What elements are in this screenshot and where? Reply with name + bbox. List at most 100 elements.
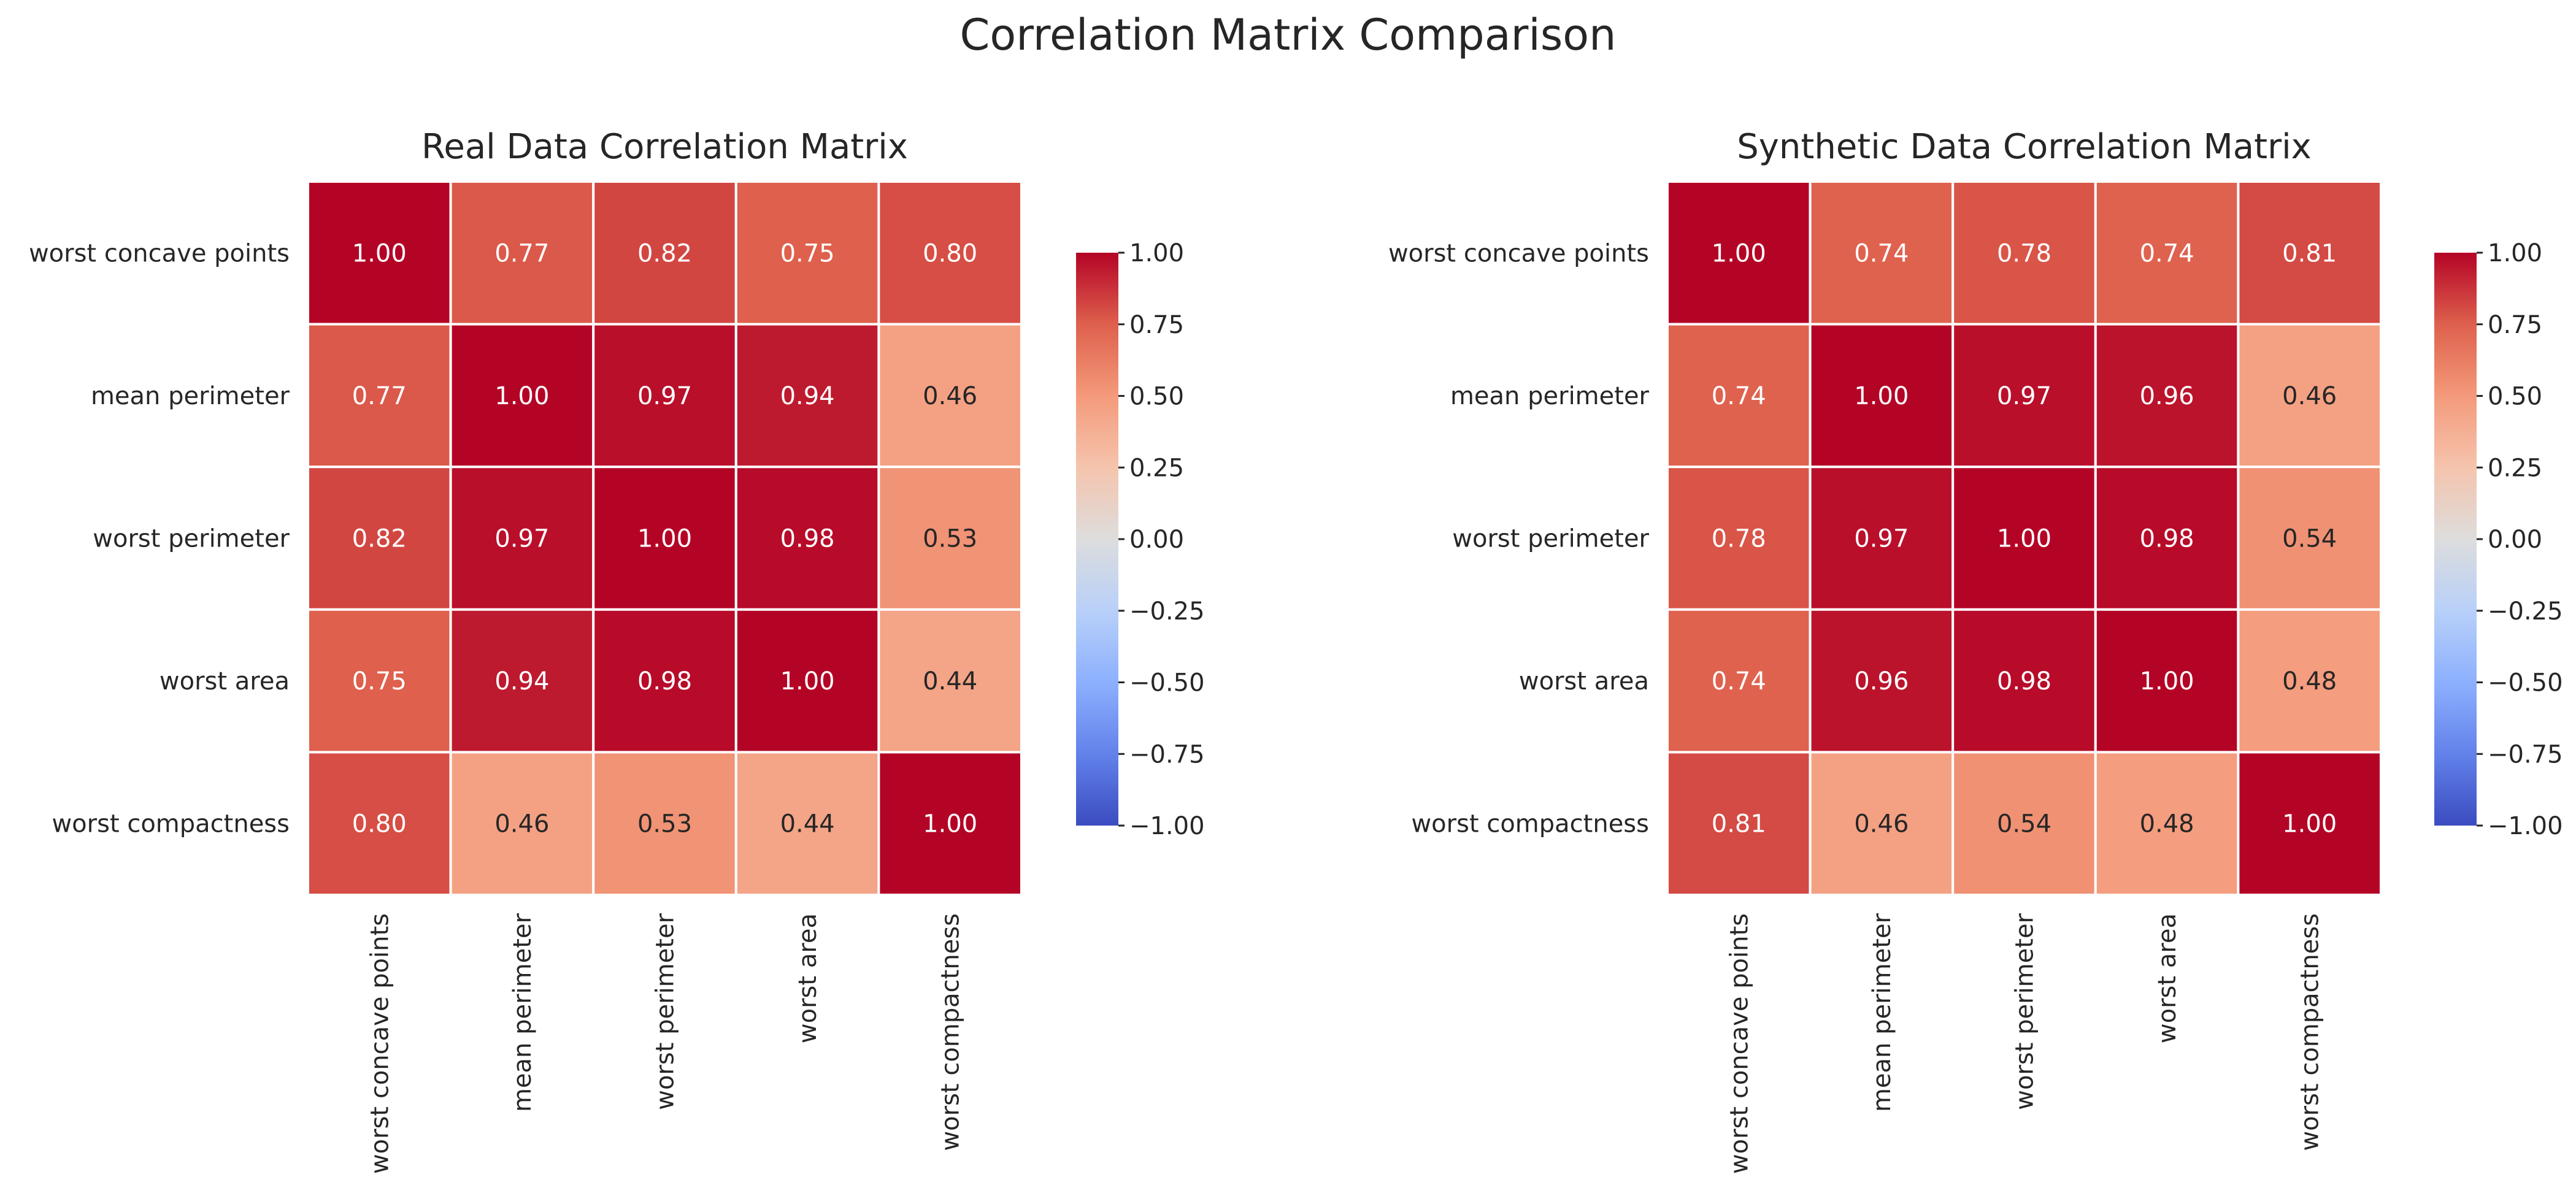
synthetic-colorbar-tick-label: −0.75 bbox=[2488, 740, 2563, 769]
synthetic-cell-value: 0.96 bbox=[2140, 382, 2194, 410]
synthetic-heatmap-cell bbox=[1951, 466, 2097, 611]
real-colorbar-tick-label: −0.25 bbox=[1129, 597, 1205, 626]
real-cell-value: 0.77 bbox=[494, 239, 549, 267]
synthetic-colorbar-tick-label: −0.50 bbox=[2488, 669, 2563, 697]
synthetic-heatmap-cell bbox=[2237, 608, 2382, 754]
synthetic-cell-value: 0.46 bbox=[1854, 810, 1909, 838]
real-colorbar-tick-label: −0.75 bbox=[1129, 740, 1205, 769]
synthetic-cell-value: 0.74 bbox=[1712, 382, 1766, 410]
synthetic-heatmap-cell bbox=[1666, 751, 1812, 897]
synthetic-cell-value: 0.54 bbox=[1997, 810, 2051, 838]
synthetic-row-label: worst compactness bbox=[1411, 810, 1649, 838]
synthetic-colorbar-tick-label: 0.75 bbox=[2488, 311, 2542, 339]
synthetic-heatmap-cell bbox=[2237, 751, 2382, 897]
synthetic-cell-value: 1.00 bbox=[1712, 239, 1766, 267]
synthetic-colorbar-tick-label: −0.25 bbox=[2488, 597, 2563, 626]
real-heatmap-cell bbox=[307, 751, 452, 897]
synthetic-cell-value: 0.74 bbox=[2140, 239, 2194, 267]
real-cell-value: 0.53 bbox=[923, 525, 977, 553]
real-heatmap-cell bbox=[449, 466, 595, 611]
synthetic-colorbar-tick-label: −1.00 bbox=[2488, 812, 2563, 840]
synthetic-cell-value: 0.74 bbox=[1712, 667, 1766, 696]
real-col-label: worst concave points bbox=[366, 913, 394, 1174]
real-colorbar-tick-label: 1.00 bbox=[1129, 239, 1184, 267]
synthetic-heatmap-title: Synthetic Data Correlation Matrix bbox=[1737, 127, 2312, 167]
synthetic-heatmap-cell bbox=[1666, 466, 1812, 611]
real-cell-value: 0.80 bbox=[352, 810, 407, 838]
synthetic-col-label: worst compactness bbox=[2296, 913, 2324, 1151]
synthetic-cell-value: 0.98 bbox=[2140, 525, 2194, 553]
synthetic-colorbar-tick-label: 1.00 bbox=[2488, 239, 2542, 267]
synthetic-cell-value: 0.48 bbox=[2282, 667, 2337, 696]
real-row-label: worst perimeter bbox=[93, 525, 290, 553]
real-row-label: worst area bbox=[160, 667, 290, 696]
real-heatmap-cell bbox=[307, 180, 452, 326]
real-cell-value: 0.97 bbox=[637, 382, 692, 410]
real-cell-value: 1.00 bbox=[923, 810, 977, 838]
real-heatmap-cell bbox=[877, 466, 1023, 611]
synthetic-cell-value: 0.97 bbox=[1854, 525, 1909, 553]
real-heatmap-cell bbox=[307, 608, 452, 754]
synthetic-heatmap-cell bbox=[2094, 180, 2240, 326]
real-row-label: worst compactness bbox=[52, 810, 290, 838]
synthetic-cell-value: 0.46 bbox=[2282, 382, 2337, 410]
synthetic-cell-value: 0.74 bbox=[1854, 239, 1909, 267]
synthetic-colorbar-tick-label: 0.00 bbox=[2488, 526, 2542, 554]
synthetic-row-label: worst area bbox=[1519, 667, 1649, 696]
real-col-label: worst area bbox=[794, 913, 822, 1043]
real-colorbar bbox=[1076, 253, 1118, 826]
real-cell-value: 0.82 bbox=[352, 525, 407, 553]
real-heatmap-cell bbox=[877, 751, 1023, 897]
real-colorbar-tick-label: 0.25 bbox=[1129, 454, 1184, 482]
real-cell-value: 0.46 bbox=[494, 810, 549, 838]
real-row-label: worst concave points bbox=[29, 239, 290, 267]
synthetic-heatmap-cell bbox=[1809, 323, 1955, 469]
synthetic-heatmap-cell bbox=[1666, 180, 1812, 326]
real-heatmap-cell bbox=[592, 751, 737, 897]
real-cell-value: 1.00 bbox=[637, 525, 692, 553]
synthetic-cell-value: 0.81 bbox=[2282, 239, 2337, 267]
synthetic-row-label: worst perimeter bbox=[1452, 525, 1649, 553]
figure-suptitle: Correlation Matrix Comparison bbox=[959, 10, 1617, 60]
real-heatmap-cell bbox=[592, 466, 737, 611]
real-heatmap-cell bbox=[449, 751, 595, 897]
real-colorbar-tick-label: −0.50 bbox=[1129, 669, 1205, 697]
real-col-label: worst compactness bbox=[937, 913, 965, 1151]
real-heatmap-cell bbox=[734, 466, 880, 611]
real-row-label: mean perimeter bbox=[91, 382, 290, 410]
real-cell-value: 0.75 bbox=[352, 667, 407, 696]
real-cell-value: 0.98 bbox=[780, 525, 835, 553]
real-heatmap-cell bbox=[734, 751, 880, 897]
synthetic-heatmap-cell bbox=[1809, 466, 1955, 611]
synthetic-colorbar-tick-label: 0.25 bbox=[2488, 454, 2542, 482]
real-heatmap-cell bbox=[877, 608, 1023, 754]
synthetic-row-label: mean perimeter bbox=[1450, 382, 1650, 410]
real-heatmap-title: Real Data Correlation Matrix bbox=[421, 127, 908, 167]
synthetic-cell-value: 1.00 bbox=[1997, 525, 2051, 553]
synthetic-heatmap-cell bbox=[1951, 323, 2097, 469]
synthetic-cell-value: 1.00 bbox=[2140, 667, 2194, 696]
synthetic-heatmap-cell bbox=[2237, 323, 2382, 469]
synthetic-cell-value: 1.00 bbox=[1854, 382, 1909, 410]
real-cell-value: 0.53 bbox=[637, 810, 692, 838]
real-cell-value: 0.82 bbox=[637, 239, 692, 267]
synthetic-cell-value: 0.48 bbox=[2140, 810, 2194, 838]
synthetic-col-label: worst concave points bbox=[1725, 913, 1753, 1174]
real-cell-value: 1.00 bbox=[780, 667, 835, 696]
real-cell-value: 1.00 bbox=[352, 239, 407, 267]
synthetic-cell-value: 0.78 bbox=[1997, 239, 2051, 267]
real-colorbar-tick-label: 0.50 bbox=[1129, 383, 1184, 411]
synthetic-heatmap-cell bbox=[1666, 608, 1812, 754]
real-cell-value: 0.80 bbox=[923, 239, 977, 267]
synthetic-colorbar bbox=[2434, 253, 2477, 826]
synthetic-heatmap-cell bbox=[1809, 180, 1955, 326]
real-col-label: mean perimeter bbox=[509, 913, 537, 1112]
synthetic-col-label: worst area bbox=[2153, 913, 2182, 1043]
real-cell-value: 0.77 bbox=[352, 382, 407, 410]
real-heatmap-cell bbox=[734, 323, 880, 469]
synthetic-cell-value: 0.78 bbox=[1712, 525, 1766, 553]
real-colorbar-tick-label: 0.00 bbox=[1129, 526, 1184, 554]
synthetic-cell-value: 0.97 bbox=[1997, 382, 2051, 410]
synthetic-cell-value: 0.54 bbox=[2282, 525, 2337, 553]
